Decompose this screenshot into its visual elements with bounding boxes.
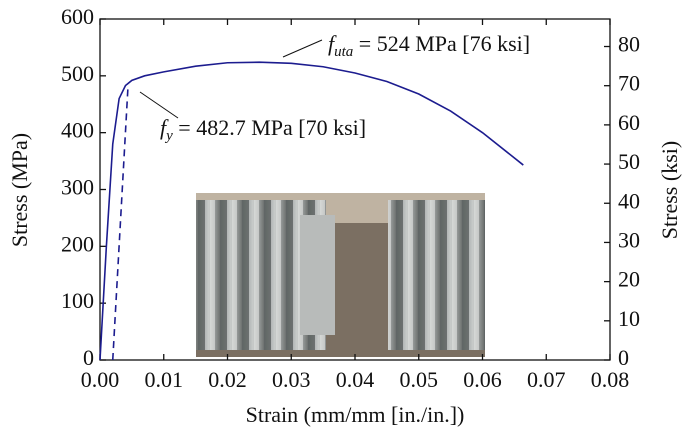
y-tick-label: 600 xyxy=(61,4,94,29)
y-tick-label: 0 xyxy=(83,345,94,370)
x-tick-label: 0.03 xyxy=(272,367,311,392)
annotation-symbol: f xyxy=(160,115,169,140)
y2-tick-label: 60 xyxy=(618,110,640,135)
y-tick-label: 400 xyxy=(61,118,94,143)
annotation-leader xyxy=(282,39,323,58)
y2-tick-label: 0 xyxy=(618,345,629,370)
annotation-subscript: uta xyxy=(334,44,353,60)
x-tick-label: 0.07 xyxy=(527,367,566,392)
y2-tick-label: 80 xyxy=(618,32,640,57)
y2-tick-label: 10 xyxy=(618,306,640,331)
x-tick-label: 0.05 xyxy=(400,367,439,392)
x-tick-label: 0.06 xyxy=(463,367,502,392)
y2-axis-title: Stress (ksi) xyxy=(657,141,682,239)
y2-tick-label: 30 xyxy=(618,227,640,252)
y-tick-label: 500 xyxy=(61,61,94,86)
inset-photo xyxy=(196,193,485,357)
x-tick-label: 0.08 xyxy=(591,367,630,392)
annotation-symbol: f xyxy=(328,31,337,56)
offset-line xyxy=(111,85,129,361)
x-tick-label: 0.04 xyxy=(336,367,375,392)
x-tick-label: 0.00 xyxy=(81,367,120,392)
annotation-leader xyxy=(139,91,179,119)
annotation-text: = 482.7 MPa [70 ksi] xyxy=(173,115,366,140)
y-tick-label: 100 xyxy=(61,288,94,313)
x-tick-label: 0.01 xyxy=(145,367,184,392)
annotation: futa = 524 MPa [76 ksi] xyxy=(328,31,530,60)
stress-strain-curve xyxy=(99,61,524,361)
y2-tick-label: 70 xyxy=(618,71,640,96)
y-axis-title: Stress (MPa) xyxy=(7,133,32,247)
annotation: fy = 482.7 MPa [70 ksi] xyxy=(160,115,366,144)
x-tick-label: 0.02 xyxy=(208,367,247,392)
y2-tick-label: 50 xyxy=(618,149,640,174)
x-axis-title: Strain (mm/mm [in./in.]) xyxy=(246,402,465,427)
annotation-text: = 524 MPa [76 ksi] xyxy=(353,31,530,56)
y-tick-label: 200 xyxy=(61,231,94,256)
y2-tick-label: 40 xyxy=(618,188,640,213)
annotation-subscript: y xyxy=(164,128,173,144)
y2-tick-label: 20 xyxy=(618,267,640,292)
y-tick-label: 300 xyxy=(61,175,94,200)
